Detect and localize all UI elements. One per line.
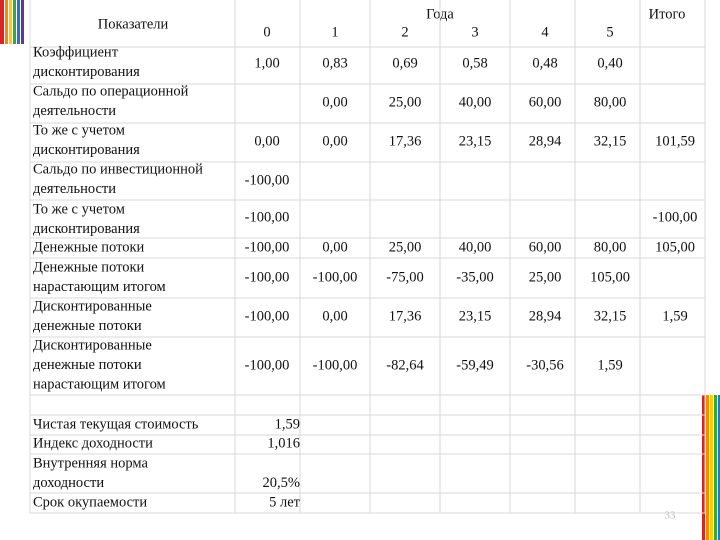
cell-value: 28,94 bbox=[529, 133, 562, 149]
summary-value: 1,59 bbox=[275, 416, 300, 432]
cell-value: 28,94 bbox=[529, 308, 562, 324]
row-label: дисконтирования bbox=[33, 221, 140, 237]
column-header: 2 bbox=[401, 24, 408, 40]
cell-value: 0,58 bbox=[462, 55, 487, 71]
cell-value: 1,59 bbox=[662, 308, 687, 324]
cell-value: 0,40 bbox=[597, 55, 622, 71]
row-label: дисконтирования bbox=[33, 142, 140, 158]
row-label: Денежные потоки bbox=[33, 259, 145, 275]
cell-value: 40,00 bbox=[459, 239, 492, 255]
summary-value: 1,016 bbox=[267, 435, 300, 451]
summary-label: Индекс доходности bbox=[33, 435, 153, 451]
row-label: Сальдо по операционной bbox=[33, 83, 189, 99]
cell-value: -100,00 bbox=[245, 172, 290, 188]
cell-value: 0,00 bbox=[322, 308, 347, 324]
cell-value: 0,00 bbox=[322, 239, 347, 255]
cell-value: -100,00 bbox=[245, 308, 290, 324]
header-indicators: Показатели bbox=[98, 16, 169, 32]
row-label: деятельности bbox=[33, 103, 116, 119]
cell-value: 105,00 bbox=[655, 239, 695, 255]
cell-value: 32,15 bbox=[594, 308, 627, 324]
cell-value: 0,00 bbox=[254, 133, 279, 149]
row-label: денежные потоки bbox=[33, 357, 142, 373]
cell-value: 60,00 bbox=[529, 94, 562, 110]
cell-value: 0,48 bbox=[532, 55, 557, 71]
cell-value: 23,15 bbox=[459, 133, 492, 149]
cell-value: 23,15 bbox=[459, 308, 492, 324]
cell-value: 17,36 bbox=[389, 133, 422, 149]
summary-label: Срок окупаемости bbox=[33, 494, 147, 510]
header-total: Итого bbox=[649, 6, 686, 22]
cell-value: 1,59 bbox=[597, 357, 622, 373]
row-label: Дисконтированные bbox=[33, 337, 152, 353]
cell-value: -75,00 bbox=[386, 269, 423, 285]
row-label: нарастающим итогом bbox=[33, 376, 166, 392]
cell-value: -100,00 bbox=[245, 209, 290, 225]
cell-value: 40,00 bbox=[459, 94, 492, 110]
cell-value: -100,00 bbox=[313, 269, 358, 285]
cell-value: 0,00 bbox=[322, 94, 347, 110]
cell-value: 17,36 bbox=[389, 308, 422, 324]
cell-value: 32,15 bbox=[594, 133, 627, 149]
cell-value: -100,00 bbox=[245, 239, 290, 255]
cell-value: 25,00 bbox=[389, 94, 422, 110]
cell-value: -30,56 bbox=[526, 357, 563, 373]
cell-value: 60,00 bbox=[529, 239, 562, 255]
column-header: 4 bbox=[541, 24, 549, 40]
column-header: 3 bbox=[471, 24, 478, 40]
cell-value: -59,49 bbox=[456, 357, 493, 373]
row-label: То же с учетом bbox=[33, 122, 125, 138]
row-label: То же с учетом bbox=[33, 201, 125, 217]
cell-value: -100,00 bbox=[313, 357, 358, 373]
cell-value: -35,00 bbox=[456, 269, 493, 285]
summary-value: 20,5% bbox=[263, 475, 300, 491]
row-label: деятельности bbox=[33, 181, 116, 197]
cell-value: 25,00 bbox=[529, 269, 562, 285]
row-label: денежные потоки bbox=[33, 318, 142, 334]
row-label: Дисконтированные bbox=[33, 298, 152, 314]
cell-value: 80,00 bbox=[594, 239, 627, 255]
column-header: 1 bbox=[331, 24, 338, 40]
cell-value: 25,00 bbox=[389, 239, 422, 255]
cell-value: 101,59 bbox=[655, 133, 695, 149]
column-header: 5 bbox=[606, 24, 613, 40]
decor-right bbox=[702, 395, 720, 540]
cell-value: -100,00 bbox=[653, 209, 698, 225]
cell-value: 0,69 bbox=[392, 55, 417, 71]
cell-value: 1,00 bbox=[254, 55, 279, 71]
summary-label: Чистая текущая стоимость bbox=[33, 416, 199, 432]
cell-value: -100,00 bbox=[245, 357, 290, 373]
row-label: нарастающим итогом bbox=[33, 279, 166, 295]
summary-label: Внутренняя норма bbox=[33, 455, 148, 471]
cell-value: -82,64 bbox=[386, 357, 424, 373]
decor-left bbox=[0, 0, 24, 44]
cell-value: -100,00 bbox=[245, 269, 290, 285]
summary-label: доходности bbox=[33, 475, 104, 491]
column-header: 0 bbox=[263, 24, 270, 40]
page-number: 33 bbox=[665, 510, 677, 522]
cell-value: 0,83 bbox=[322, 55, 347, 71]
cell-value: 105,00 bbox=[590, 269, 630, 285]
summary-value: 5 лет bbox=[269, 494, 301, 510]
row-label: Денежные потоки bbox=[33, 239, 145, 255]
row-label: дисконтирования bbox=[33, 64, 140, 80]
row-label: Сальдо по инвестиционной bbox=[33, 161, 203, 177]
cell-value: 80,00 bbox=[594, 94, 627, 110]
row-label: Коэффициент bbox=[33, 44, 119, 60]
cell-value: 0,00 bbox=[322, 133, 347, 149]
